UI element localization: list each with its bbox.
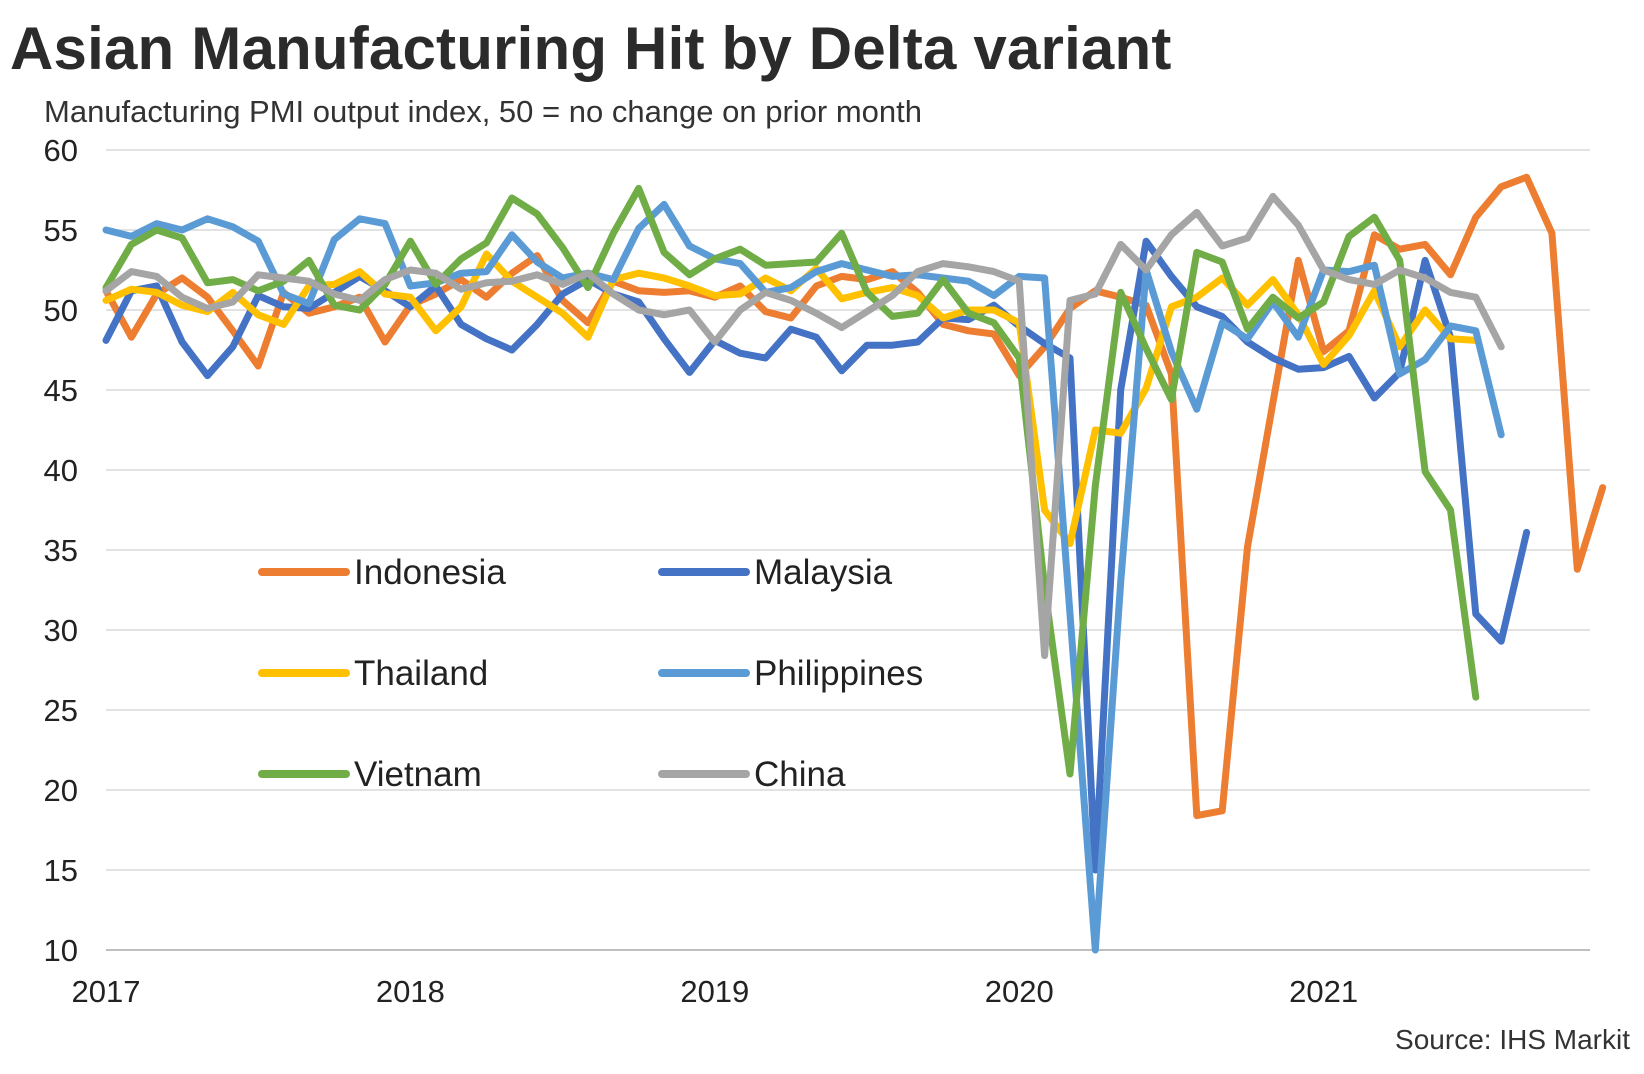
grid-lines xyxy=(106,149,1590,951)
y-tick-label: 25 xyxy=(44,693,78,728)
y-tick-label: 45 xyxy=(44,373,78,408)
y-tick-label: 30 xyxy=(44,613,78,648)
y-tick-label: 35 xyxy=(44,533,78,568)
chart-title: Asian Manufacturing Hit by Delta variant xyxy=(10,15,1172,82)
x-tick-label: 2017 xyxy=(72,974,141,1009)
y-tick-label: 20 xyxy=(44,773,78,808)
series-line-malaysia xyxy=(102,237,1531,874)
y-tick-label: 60 xyxy=(44,133,78,168)
x-tick-label: 2018 xyxy=(376,974,445,1009)
source-note: Source: IHS Markit xyxy=(1395,1024,1630,1055)
y-tick-label: 10 xyxy=(44,933,78,968)
x-tick-label: 2019 xyxy=(680,974,749,1009)
legend-label-indonesia: Indonesia xyxy=(354,553,506,592)
y-tick-label: 15 xyxy=(44,853,78,888)
x-axis: 2017 2018 2019 2020 2021 xyxy=(72,974,1359,1009)
legend-label-vietnam: Vietnam xyxy=(354,755,482,794)
x-tick-label: 2021 xyxy=(1289,974,1358,1009)
legend-label-philippines: Philippines xyxy=(754,654,923,693)
legend-label-thailand: Thailand xyxy=(354,654,488,693)
chart-subtitle: Manufacturing PMI output index, 50 = no … xyxy=(44,94,923,129)
y-tick-label: 50 xyxy=(44,293,78,328)
series-lines xyxy=(102,173,1607,954)
series-line-china xyxy=(102,192,1505,660)
legend-label-china: China xyxy=(754,755,846,794)
y-tick-label: 40 xyxy=(44,453,78,488)
legend: Indonesia Malaysia Thailand Philippines Viet… xyxy=(258,553,923,794)
y-axis: 10 15 20 25 30 35 40 45 50 55 60 xyxy=(44,133,78,968)
series-line-vietnam xyxy=(102,184,1480,778)
y-tick-label: 55 xyxy=(44,213,78,248)
x-tick-label: 2020 xyxy=(985,974,1054,1009)
legend-label-malaysia: Malaysia xyxy=(754,553,893,592)
